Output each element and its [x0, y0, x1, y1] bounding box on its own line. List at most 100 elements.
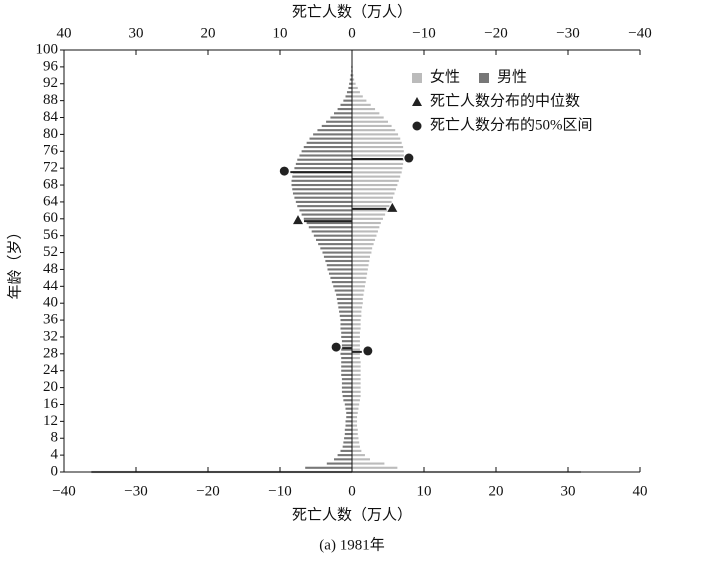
bar: [344, 403, 352, 406]
bar: [320, 247, 352, 250]
bar: [340, 323, 352, 326]
y-tick-label: 64: [43, 193, 59, 209]
bar: [292, 192, 352, 195]
bar: [346, 411, 352, 414]
bar: [352, 179, 399, 182]
bar: [352, 124, 392, 128]
bar: [341, 378, 352, 381]
bar: [352, 238, 376, 241]
bar: [352, 154, 404, 157]
bar: [317, 129, 352, 132]
bar: [352, 205, 390, 208]
x2-tick-label: −20: [484, 25, 507, 41]
bar: [352, 378, 361, 381]
y-tick-label: 24: [43, 362, 59, 378]
bar: [340, 449, 352, 452]
bar: [337, 454, 352, 457]
bar: [339, 314, 352, 317]
bar: [345, 424, 352, 427]
bar: [328, 272, 352, 275]
bar: [352, 230, 378, 233]
bar: [352, 403, 360, 406]
bar: [331, 281, 352, 284]
bar: [352, 188, 396, 191]
bar: [343, 441, 352, 444]
bar: [342, 445, 352, 448]
bar: [352, 466, 398, 469]
bar: [292, 175, 352, 178]
bar: [341, 390, 352, 393]
bar: [352, 259, 370, 263]
y-tick-label: 20: [43, 379, 58, 395]
y-tick-label: 0: [51, 463, 59, 479]
bar: [352, 297, 363, 301]
x-tick-label: 30: [561, 483, 576, 499]
x2-axis-title: 死亡人数（万人）: [292, 3, 412, 20]
bar: [336, 293, 352, 296]
bar: [313, 133, 352, 136]
bar: [318, 243, 352, 246]
bar: [352, 382, 361, 385]
bar: [352, 454, 365, 457]
bar: [352, 192, 395, 195]
bar: [342, 394, 352, 398]
bar: [352, 373, 361, 376]
bar: [352, 133, 399, 136]
bar: [352, 209, 388, 212]
bar: [352, 251, 372, 254]
bar: [306, 141, 352, 144]
bar: [295, 200, 352, 203]
bar: [352, 108, 376, 111]
bar: [352, 226, 380, 229]
bar: [352, 99, 367, 102]
bar: [294, 196, 352, 199]
bar: [352, 103, 371, 106]
x-tick-label: −30: [124, 483, 147, 499]
y-tick-label: 48: [43, 261, 58, 277]
y-axis-title: 年龄（岁）: [6, 224, 23, 299]
bar: [344, 432, 352, 436]
bar: [352, 357, 360, 360]
bar: [352, 255, 370, 258]
bar: [352, 243, 374, 246]
bar: [299, 209, 352, 212]
bar: [339, 310, 352, 313]
median-marker: [293, 215, 303, 225]
bar: [297, 158, 352, 161]
y-tick-label: 4: [51, 447, 59, 463]
x2-tick-label: 10: [273, 25, 288, 41]
bar: [352, 141, 402, 144]
bar: [352, 129, 396, 132]
y-tick-label: 36: [43, 312, 59, 328]
bar: [343, 399, 352, 402]
bar: [350, 74, 352, 77]
bar: [305, 466, 352, 469]
bar: [345, 420, 352, 423]
bar: [336, 297, 352, 301]
bar: [352, 264, 369, 267]
bar: [291, 183, 352, 187]
legend-symbol: [412, 121, 422, 131]
bar: [341, 386, 352, 389]
bar: [352, 95, 363, 98]
bar: [352, 213, 386, 216]
bar: [334, 112, 352, 115]
bar: [299, 154, 352, 157]
x-tick-label: −10: [268, 483, 291, 499]
bar: [341, 369, 352, 372]
bar: [341, 340, 352, 343]
bar: [346, 91, 352, 94]
y-tick-label: 96: [43, 58, 59, 74]
bar: [349, 82, 352, 85]
bar: [352, 335, 360, 339]
bar: [352, 272, 368, 275]
y-tick-label: 84: [43, 109, 59, 125]
bar: [352, 361, 361, 364]
x-tick-label: 0: [348, 483, 356, 499]
bar: [343, 99, 352, 102]
bar: [330, 116, 352, 119]
bar: [352, 314, 362, 317]
bar: [352, 247, 373, 250]
bar: [352, 458, 370, 461]
bar: [297, 205, 352, 208]
